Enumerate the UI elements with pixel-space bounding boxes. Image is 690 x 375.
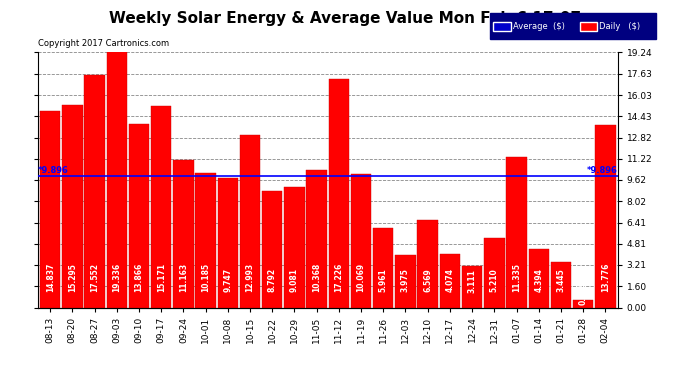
Text: 4.074: 4.074 — [445, 268, 455, 292]
Text: 10.185: 10.185 — [201, 262, 210, 292]
Bar — [106, 51, 127, 308]
Text: 5.961: 5.961 — [379, 268, 388, 292]
Bar — [62, 105, 83, 308]
Text: 4.394: 4.394 — [534, 268, 543, 292]
Text: 9.081: 9.081 — [290, 268, 299, 292]
Text: Daily   ($): Daily ($) — [599, 22, 640, 31]
Text: 10.368: 10.368 — [312, 262, 321, 292]
Bar — [551, 262, 571, 308]
Text: 5.210: 5.210 — [490, 268, 499, 292]
Text: 9.747: 9.747 — [224, 267, 233, 292]
Bar — [84, 75, 105, 307]
Text: 13.776: 13.776 — [601, 262, 610, 292]
Bar — [373, 228, 393, 308]
Bar — [195, 172, 216, 308]
Text: Copyright 2017 Cartronics.com: Copyright 2017 Cartronics.com — [38, 39, 169, 48]
Text: 11.335: 11.335 — [512, 262, 521, 292]
Bar — [306, 170, 327, 308]
Bar — [328, 79, 349, 308]
Text: 13.866: 13.866 — [135, 262, 144, 292]
Text: 3.445: 3.445 — [556, 268, 565, 292]
Text: 19.336: 19.336 — [112, 262, 121, 292]
Text: 8.792: 8.792 — [268, 267, 277, 292]
Text: 15.171: 15.171 — [157, 262, 166, 292]
Bar — [262, 191, 282, 308]
Bar — [595, 125, 615, 308]
Bar — [529, 249, 549, 308]
Bar — [506, 157, 526, 308]
Bar — [129, 124, 149, 308]
Bar — [484, 238, 504, 308]
Bar — [151, 106, 171, 308]
Text: 11.163: 11.163 — [179, 262, 188, 292]
Text: 17.552: 17.552 — [90, 262, 99, 292]
Bar — [417, 220, 438, 308]
Bar — [284, 187, 305, 308]
Text: 12.993: 12.993 — [246, 262, 255, 292]
Text: Weekly Solar Energy & Average Value Mon Feb 6 17:07: Weekly Solar Energy & Average Value Mon … — [109, 11, 581, 26]
Bar — [573, 300, 593, 307]
Text: 0.554: 0.554 — [579, 281, 588, 305]
Text: 10.069: 10.069 — [357, 262, 366, 292]
Text: 3.975: 3.975 — [401, 268, 410, 292]
Bar — [440, 254, 460, 308]
Text: *9.896: *9.896 — [586, 166, 618, 175]
Bar — [40, 111, 61, 308]
Text: 14.837: 14.837 — [46, 262, 55, 292]
Text: 17.226: 17.226 — [335, 262, 344, 292]
Bar — [240, 135, 260, 308]
Bar — [351, 174, 371, 308]
Text: 15.295: 15.295 — [68, 263, 77, 292]
Bar — [395, 255, 415, 308]
Bar — [462, 266, 482, 308]
Text: Average  ($): Average ($) — [513, 22, 564, 31]
Text: 3.111: 3.111 — [468, 269, 477, 293]
Bar — [217, 178, 238, 308]
Bar — [173, 159, 194, 308]
Text: *9.896: *9.896 — [38, 166, 69, 175]
Text: 6.569: 6.569 — [423, 268, 432, 292]
